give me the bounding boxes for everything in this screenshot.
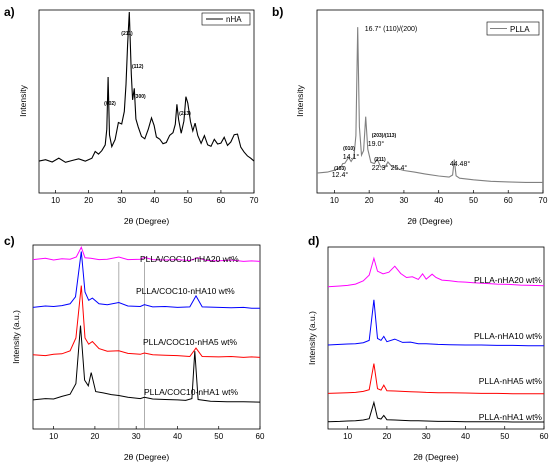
annotation-25-4: 25.4°	[391, 164, 408, 172]
panel-a-x-tick-label: 70	[250, 196, 259, 205]
panel-b-x-tick-label: 40	[434, 196, 443, 205]
panel-b-legend-label: PLLA	[510, 25, 530, 34]
panel-d-series-nha20-line	[327, 256, 545, 288]
panel-a-series-nha-line	[38, 11, 255, 163]
panel-d: d) 10 20 30 40 50 60 2θ (Degree) Intensity (a…	[307, 234, 549, 462]
panel-c-x-ticks: 10 20 30 40 50 60	[49, 426, 265, 441]
panel-d-x-tick-label: 10	[343, 432, 352, 441]
panel-a-x-tick-label: 50	[183, 196, 192, 205]
panel-b-x-tick-label: 50	[469, 196, 478, 205]
annotation-002: (002)	[104, 101, 116, 107]
panel-c-series-nha10-line	[32, 251, 260, 309]
panel-d-x-tick-label: 60	[540, 432, 549, 441]
panel-a-legend-label: nHA	[226, 15, 242, 24]
annotation-44-48: 44.48°	[450, 160, 471, 168]
panel-b-x-tick-label: 10	[330, 196, 339, 205]
panel-b-letter: b)	[272, 5, 283, 19]
panel-d-label-nha5: PLLA-nHA5 wt%	[479, 376, 543, 386]
panel-b: b) 10 20 30 40 50 60 70 2θ (Degree) Intensity …	[272, 5, 548, 226]
annotation-16-7: 16.7° (110)/(200)	[365, 25, 417, 33]
panel-d-x-tick-label: 50	[500, 432, 509, 441]
panel-d-letter: d)	[308, 234, 319, 248]
panel-b-x-ticks: 10 20 30 40 50 60 70	[330, 190, 548, 205]
panel-d-x-tick-label: 40	[461, 432, 470, 441]
panel-a-x-tick-label: 20	[84, 196, 93, 205]
panel-b-series-plla-line	[316, 27, 543, 183]
panel-c-series-nha1-line	[32, 325, 261, 403]
annotation-300: (300)	[134, 94, 146, 100]
panel-d-x-tick-label: 20	[382, 432, 391, 441]
annotation-22-3: 22.3°	[372, 164, 389, 172]
panel-d-x-ticks: 10 20 30 40 50 60	[343, 426, 549, 441]
panel-c-x-tick-label: 10	[49, 432, 58, 441]
panel-a-x-ticks: 10 20 30 40 50 60 70	[51, 190, 259, 205]
panel-c-letter: c)	[4, 234, 15, 248]
panel-b-x-tick-label: 30	[399, 196, 408, 205]
annotation-211-b: (211)	[374, 157, 386, 163]
panel-c-label-nha10: PLLA/COC10-nHA10 wt%	[136, 286, 235, 296]
panel-b-x-axis-title: 2θ (Degree)	[407, 216, 453, 226]
panel-c-y-axis-title: Intensity (a.u.)	[11, 310, 21, 364]
panel-d-x-tick-label: 30	[422, 432, 431, 441]
panel-c-x-tick-label: 50	[214, 432, 223, 441]
panel-b-legend-box	[486, 21, 540, 36]
annotation-203-113: (203)/(113)	[372, 133, 397, 139]
panel-d-series-nha1-line	[327, 400, 544, 423]
panel-a-x-tick-label: 60	[216, 196, 225, 205]
annotation-213: (213)	[179, 111, 191, 117]
annotation-112: (112)	[132, 64, 144, 70]
panel-d-label-nha1: PLLA-nHA1 wt%	[479, 412, 543, 422]
panel-a-x-axis-title: 2θ (Degree)	[124, 216, 170, 226]
panel-b-x-tick-label: 60	[504, 196, 513, 205]
panel-d-series-nha10-line	[327, 299, 544, 347]
annotation-12-4: 12.4°	[332, 171, 349, 179]
panel-c-series-nha20-line	[32, 246, 261, 262]
panel-b-x-tick-label: 20	[365, 196, 374, 205]
panel-a-x-tick-label: 40	[150, 196, 159, 205]
panel-c-label-nha20: PLLA/COC10-nHA20 wt%	[140, 254, 239, 264]
panel-d-x-axis-title: 2θ (Degree)	[413, 452, 459, 462]
panel-b-x-tick-label: 70	[539, 196, 548, 205]
panel-c-x-tick-label: 20	[90, 432, 99, 441]
panel-c-frame	[32, 244, 261, 430]
panel-a-legend-box	[201, 12, 251, 26]
panel-d-label-nha20: PLLA-nHA20 wt%	[474, 275, 542, 285]
panel-c-x-tick-label: 60	[256, 432, 265, 441]
panel-c-x-tick-label: 30	[132, 432, 141, 441]
panel-d-y-axis-title: Intensity (a.u.)	[307, 311, 317, 365]
panel-c-x-tick-label: 40	[173, 432, 182, 441]
panel-d-frame	[327, 246, 545, 430]
panel-c-series-nha5-line	[32, 285, 261, 358]
panel-a-frame	[38, 9, 255, 194]
panel-c-x-axis-title: 2θ (Degree)	[124, 452, 170, 462]
panel-c-reference-lines	[118, 262, 145, 429]
panel-a: a) 10 20 30 40 50 60 70 2θ (Degree) Intensity …	[4, 5, 259, 226]
panel-c-label-nha1: PLLA/COC10-nHA1 wt%	[144, 387, 238, 397]
annotation-14-1: 14.1°	[343, 153, 360, 161]
panel-c: c) 10 20 30 40 50 60 2θ (Degree) Intensity (a…	[4, 234, 265, 462]
panel-a-legend: nHA	[201, 12, 251, 26]
panel-b-y-axis-title: Intensity	[295, 84, 305, 116]
panel-d-label-nha10: PLLA-nHA10 wt%	[474, 331, 542, 341]
panel-b-annotations: 16.7° (110)/(200) (203)/(113) 19.0° (010…	[332, 25, 471, 179]
panel-a-letter: a)	[4, 5, 15, 19]
panel-a-x-tick-label: 30	[117, 196, 126, 205]
annotation-010: (010)	[343, 146, 355, 152]
panel-a-x-tick-label: 10	[51, 196, 60, 205]
panel-a-annotations: (211) (112) (300) (002) (213)	[104, 31, 191, 117]
annotation-211: (211)	[121, 31, 133, 37]
panel-a-y-axis-title: Intensity	[18, 84, 28, 116]
panel-b-legend: PLLA	[486, 21, 540, 36]
annotation-19-0: 19.0°	[368, 140, 385, 148]
annotation-103: (103)	[334, 166, 346, 172]
panel-d-series-nha5-line	[327, 363, 544, 395]
panel-b-frame	[316, 9, 544, 194]
panel-c-label-nha5: PLLA/COC10-nHA5 wt%	[143, 337, 237, 347]
